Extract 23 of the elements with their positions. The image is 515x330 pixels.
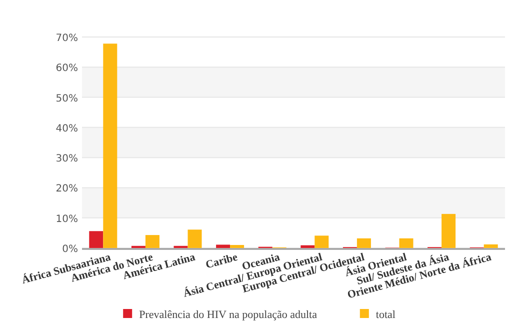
y-tick-label: 70% [56, 33, 78, 44]
y-tick-label: 10% [56, 214, 78, 225]
bar [145, 235, 160, 248]
y-tick-label: 20% [56, 184, 78, 195]
y-tick-label: 40% [56, 123, 78, 134]
bar [89, 231, 104, 248]
bar [314, 236, 329, 248]
bar [230, 244, 244, 248]
y-tick-label: 30% [56, 154, 78, 165]
y-tick-label: 50% [56, 93, 78, 104]
x-tick-label: Caribe [204, 251, 239, 272]
y-tick-label: 60% [56, 63, 78, 74]
bar [399, 238, 414, 248]
bar [188, 230, 202, 248]
legend-label: Prevalência do HIV na população adulta [139, 309, 318, 321]
legend-label: total [376, 309, 396, 321]
bar [216, 244, 230, 248]
bar [103, 44, 118, 248]
bar [484, 244, 498, 248]
y-tick-label: 0% [62, 244, 78, 255]
bar [356, 238, 371, 248]
bar [300, 245, 315, 248]
bar [442, 214, 456, 248]
